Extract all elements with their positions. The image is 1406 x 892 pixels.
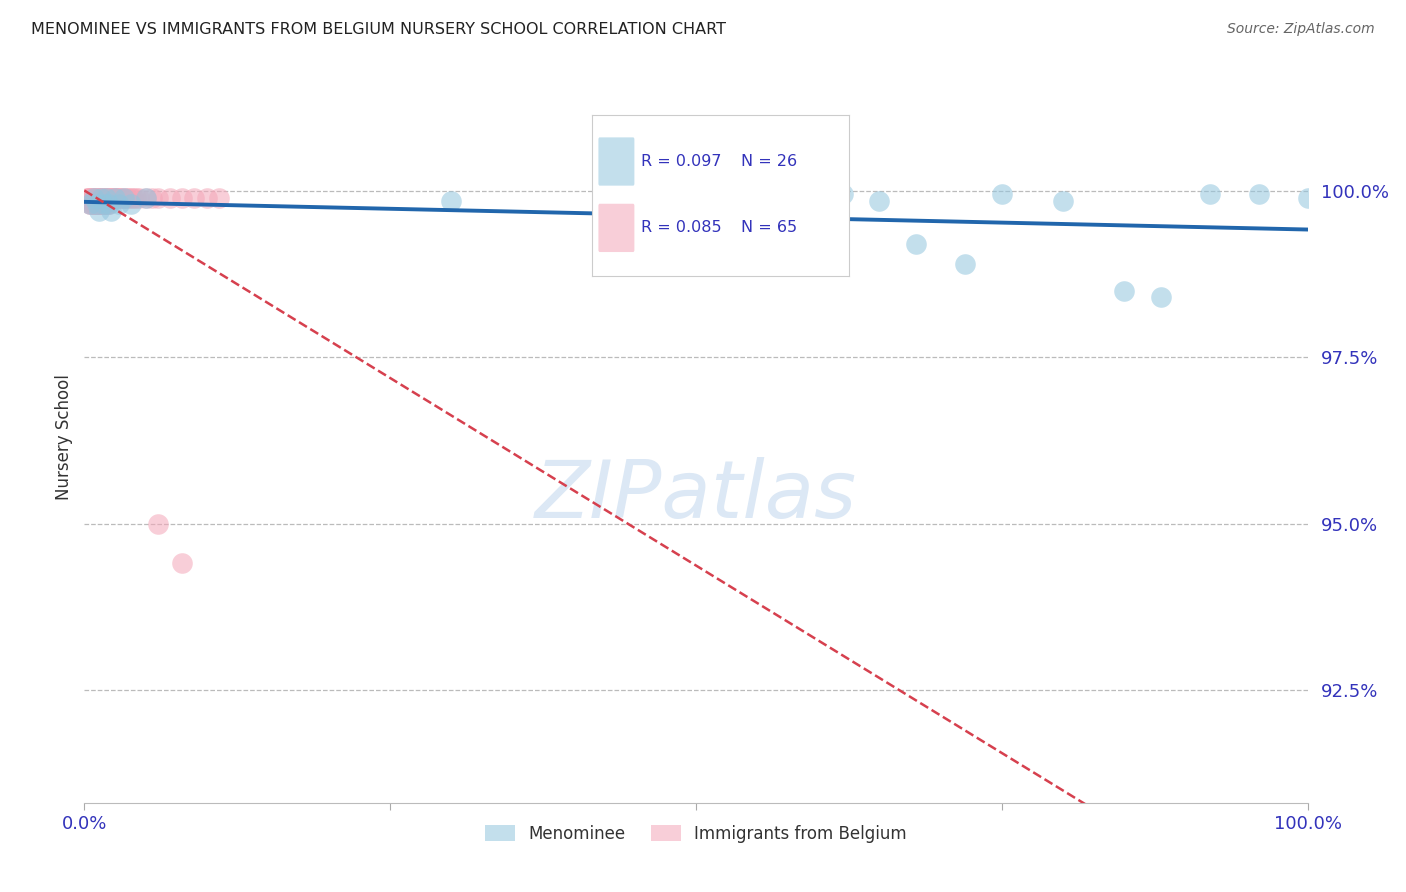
Point [440,194,463,208]
Point [79,197,101,211]
Point [97,197,120,211]
Point [107,191,129,205]
Point [91,197,114,211]
Point [86,197,108,211]
Point [146,191,169,205]
Point [77,191,100,205]
Point [953,257,976,271]
Point [120,197,142,211]
Point [86,197,108,211]
Point [103,191,125,205]
Point [120,191,142,205]
Point [80,191,103,205]
Point [97,191,120,205]
Point [104,191,127,205]
Point [100,191,122,205]
Point [83,197,105,211]
Point [112,191,135,205]
Point [89,197,111,211]
Point [79,197,101,211]
Point [86,191,108,205]
Y-axis label: Nursery School: Nursery School [55,374,73,500]
Point [146,516,169,531]
Point [90,191,112,205]
Point [77,191,100,205]
Point [87,197,110,211]
Point [94,191,117,205]
Text: MENOMINEE VS IMMIGRANTS FROM BELGIUM NURSERY SCHOOL CORRELATION CHART: MENOMINEE VS IMMIGRANTS FROM BELGIUM NUR… [31,22,725,37]
Point [87,197,110,211]
Point [80,197,103,211]
Point [84,197,107,211]
Point [1150,290,1173,304]
Point [128,191,150,205]
Point [115,191,138,205]
Point [94,197,117,211]
Point [172,191,194,205]
Point [869,194,891,208]
Point [1296,191,1319,205]
Point [100,204,122,219]
Point [905,237,928,252]
Point [87,197,110,211]
Point [82,197,104,211]
Point [89,191,111,205]
Point [159,191,181,205]
Point [107,197,129,211]
Point [97,197,120,211]
Point [93,197,115,211]
Point [108,191,131,205]
Point [183,191,205,205]
Point [105,191,128,205]
Point [135,191,157,205]
Text: ZIPatlas: ZIPatlas [534,457,858,534]
Point [93,197,115,211]
Point [1198,187,1220,202]
Point [1114,284,1136,298]
Point [117,191,139,205]
Point [1247,187,1270,202]
Point [82,191,104,205]
Point [195,191,218,205]
Point [87,204,110,219]
Point [991,187,1014,202]
Point [83,191,105,205]
Point [135,191,157,205]
Point [90,191,112,205]
Point [96,197,118,211]
Point [79,197,101,211]
Point [101,191,124,205]
Point [172,557,194,571]
Point [208,191,231,205]
Point [105,191,128,205]
Point [84,191,107,205]
Point [96,191,118,205]
Point [91,191,114,205]
Point [125,191,148,205]
Point [98,191,121,205]
Point [122,191,145,205]
Point [104,191,127,205]
Point [112,191,135,205]
Point [90,197,112,211]
Point [110,191,132,205]
Point [1052,194,1074,208]
Text: Source: ZipAtlas.com: Source: ZipAtlas.com [1227,22,1375,37]
Point [76,191,98,205]
Point [97,191,120,205]
Point [96,191,118,205]
Point [93,191,115,205]
Point [87,191,110,205]
Point [831,187,853,202]
Point [83,191,105,205]
Point [141,191,163,205]
Point [79,191,101,205]
Point [86,197,108,211]
Point [87,191,110,205]
Point [97,197,120,211]
Legend: Menominee, Immigrants from Belgium: Menominee, Immigrants from Belgium [478,818,914,849]
